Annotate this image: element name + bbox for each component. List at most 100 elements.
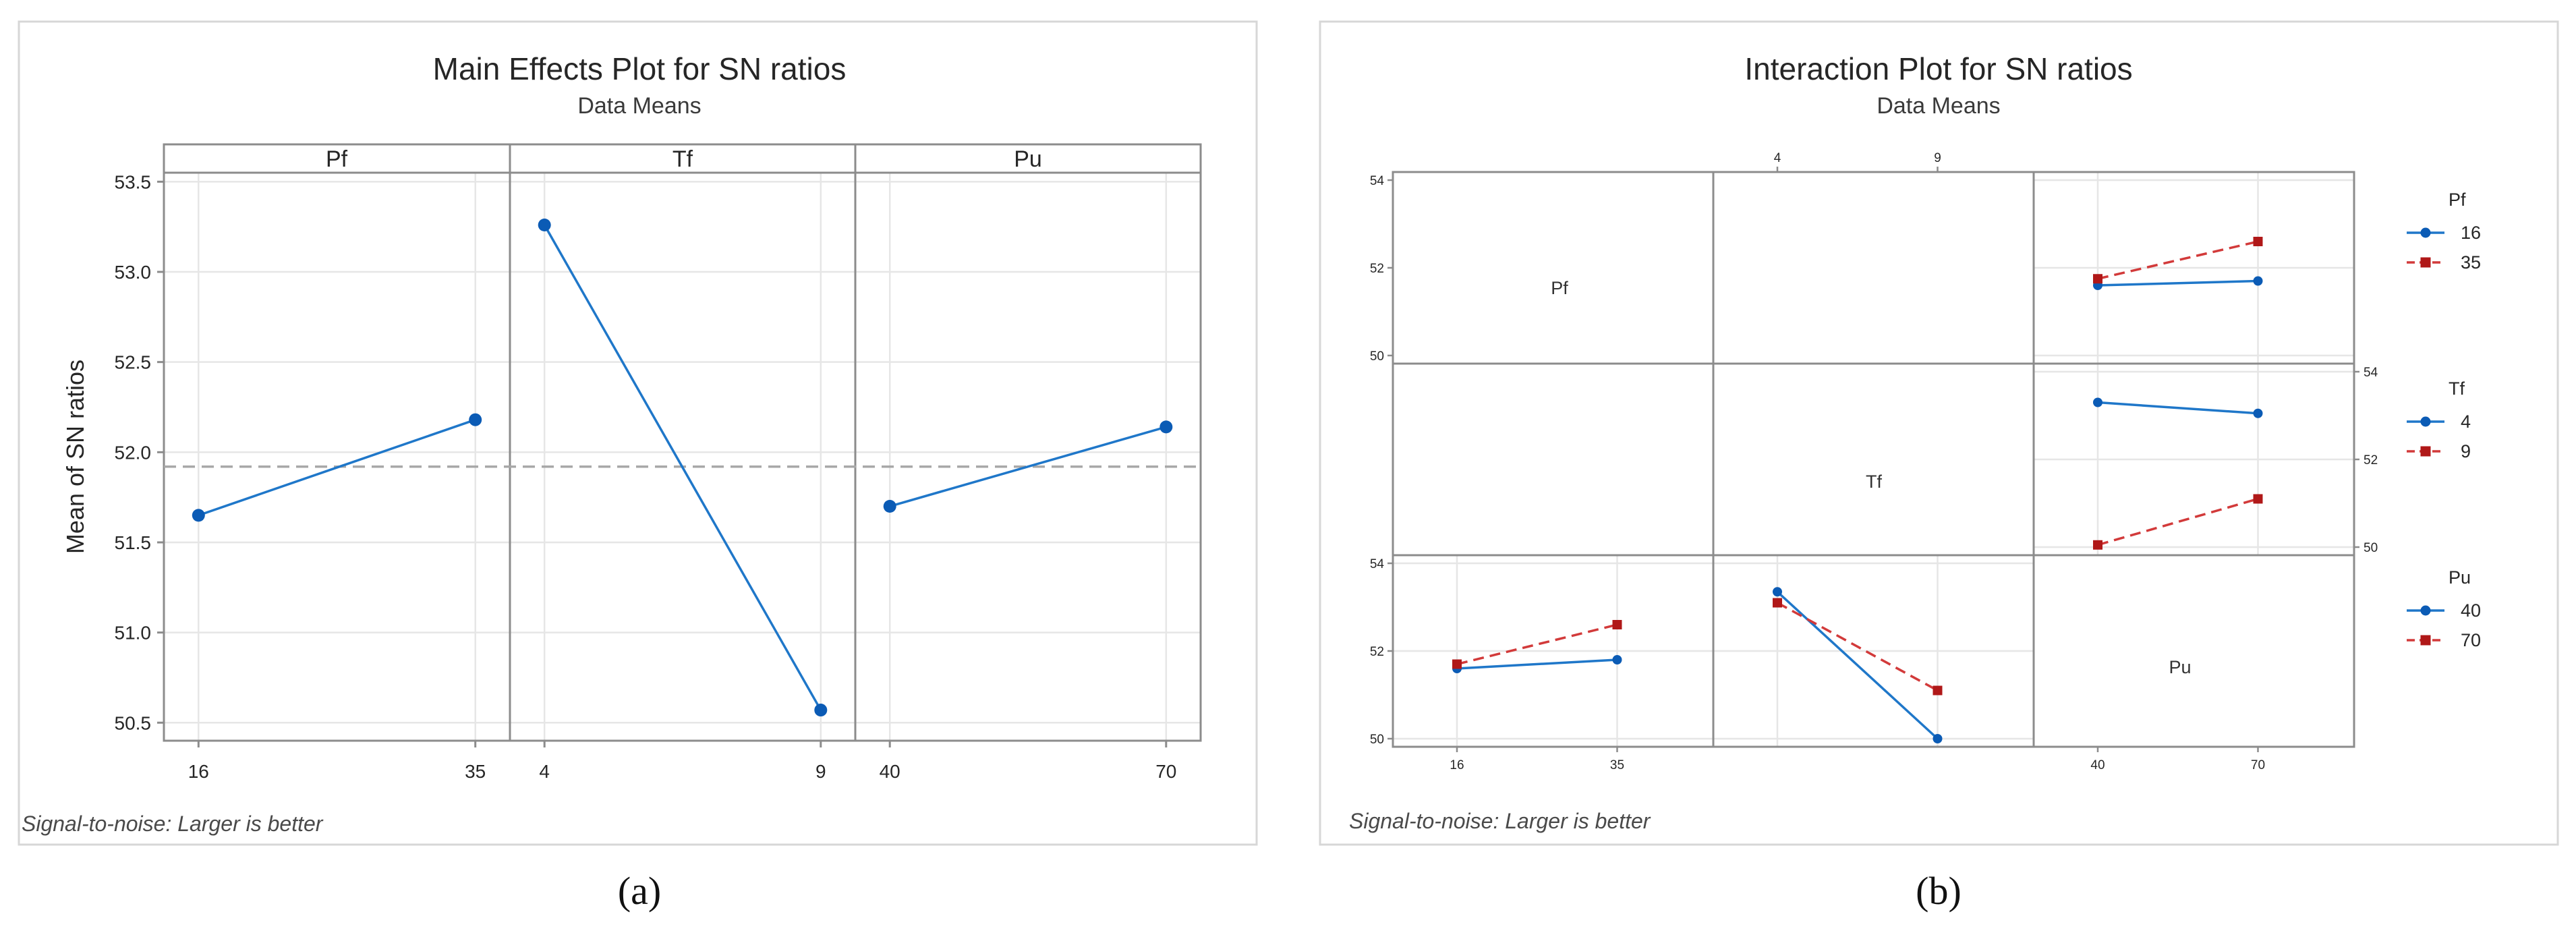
strip-label-pf: Pf [326,146,348,172]
y-tick-label: 54 [1370,557,1385,571]
interaction-pf-vs-pu-35-point [2253,237,2263,246]
y-tick-label: 50 [1370,349,1384,364]
legend-label-tf-9: 9 [2461,441,2471,461]
interaction-pu-vs-tf-40-point [1773,587,1782,597]
interaction-subtitle: Data Means [1877,93,2000,119]
interaction-title: Interaction Plot for SN ratios [1744,51,2132,86]
main-effects-series [192,219,1173,717]
interaction-frame [1319,20,2559,846]
interaction-tf-vs-pu-4-point [2093,397,2102,407]
x-tick-label-tf: 4 [539,761,550,782]
main-effect-point-tf-9 [814,704,828,717]
interaction-pu-vs-tf-70-point [1933,685,1943,696]
x-tick-label-pf: 16 [188,761,209,782]
interaction-pf-vs-pu-35-point [2093,274,2102,284]
main-effect-point-pf-16 [192,509,205,522]
y-tick-label: 52.5 [115,352,152,373]
interaction-pf-vs-pu-16-point [2253,276,2263,286]
main-effect-point-pu-70 [1160,420,1173,434]
interaction-pu-vs-pf-70-point [1612,620,1622,629]
legend-marker-pu-70 [2420,635,2431,646]
x-tick-label-top: 9 [1934,151,1941,165]
y-tick-label: 54 [1370,174,1385,188]
x-tick-label-top: 4 [1774,151,1781,165]
plot-area-pu [854,171,1202,742]
main-effect-line-pf [198,418,476,517]
y-tick-label: 51.5 [115,532,152,553]
interaction-tf-vs-pu-9-point [2253,494,2263,504]
legend-marker-tf-9 [2420,446,2431,457]
strip-label-tf: Tf [672,146,693,172]
x-tick-label-pu: 70 [1155,761,1176,782]
main-effect-line-tf [543,224,822,711]
interaction-footnote: Signal-to-noise: Larger is better [1349,809,1651,833]
x-tick-label-pf: 16 [1450,758,1464,772]
strip-tf [509,143,857,174]
legend-marker-pu-40 [2420,605,2431,616]
interaction-pu-vs-tf-70-point [1773,598,1782,608]
interaction-matrix [1392,171,2355,748]
y-tick-label: 53.0 [115,262,152,283]
legend-label-pf-16: 16 [2461,223,2481,243]
x-tick-label-pf: 35 [1610,758,1624,772]
legend-title-pf: Pf [2449,190,2466,210]
x-tick-label-pu: 40 [880,761,900,782]
caption-a: (a) [618,869,661,913]
main-effects-y-axis: 50.5 51.0 51.5 52.0 52.5 53.0 53.5 [115,171,164,733]
main-effects-title: Main Effects Plot for SN ratios [433,51,847,86]
legend-marker-pf-16 [2420,227,2431,238]
main-effect-point-pf-35 [469,413,482,426]
interaction-pu-vs-pf-40-point [1612,655,1622,664]
main-effect-point-tf-4 [538,219,551,232]
y-tick-label: 53.5 [115,171,152,192]
interaction-pu-vs-tf-40-line [1776,590,1939,740]
interaction-gridlines [1393,172,2354,747]
diagonal-label-pu: Pu [2169,657,2191,677]
y-tick-label: 50.5 [115,712,152,733]
legend-label-pf-35: 35 [2461,252,2481,273]
interaction-pu-vs-pf-70-point [1452,659,1462,669]
interaction-pu-vs-tf-70-line [1777,601,1939,692]
y-tick-label: 54 [2364,366,2378,380]
y-tick-label: 52 [1370,262,1384,276]
interaction-axes: 50 52 54 50 52 54 50 52 54 4 9 16 35 40 70 [1370,151,2378,772]
main-effects-chart: Main Effects Plot for SN ratios Data Mea… [18,20,1258,846]
y-tick-label: 52 [1370,645,1384,659]
x-tick-label-pu: 40 [2090,758,2105,772]
y-tick-label: 52.0 [115,442,152,463]
interaction-series [1452,237,2263,743]
x-tick-label-tf: 9 [815,761,826,782]
interaction-chart: Interaction Plot for SN ratios Data Mean… [1319,20,2559,846]
x-tick-label-pu: 70 [2251,758,2265,772]
interaction-pu-vs-pf-40-line [1456,658,1618,670]
interaction-pu-vs-tf-40-point [1933,734,1943,743]
y-tick-label: 50 [2364,541,2378,555]
legend-title-pu: Pu [2449,567,2471,588]
legend-label-pu-70: 70 [2461,630,2481,650]
legend-label-pu-40: 40 [2461,600,2481,621]
interaction-pf-vs-pu-16-line [2097,279,2258,287]
main-effects-footnote: Signal-to-noise: Larger is better [22,812,324,836]
strip-label-pu: Pu [1014,146,1042,172]
main-effects-x-axis: 16 35 4 9 40 70 [188,741,1176,782]
interaction-tf-vs-pu-9-point [2093,540,2102,550]
y-tick-label: 50 [1370,733,1384,747]
diagonal-label-pf: Pf [1551,278,1568,298]
interaction-tf-vs-pu-4-point [2253,408,2263,418]
interaction-tf-vs-pu-9-line [2097,497,2258,546]
main-effect-point-pu-40 [883,500,896,513]
main-effect-line-pu [889,426,1167,508]
interaction-legends: Pf 16 35 Tf 4 9 Pu 40 70 [2407,190,2481,650]
main-effects-y-axis-label: Mean of SN ratios [61,360,89,554]
legend-marker-pf-35 [2420,257,2431,268]
interaction-tf-vs-pu-4-line [2097,401,2258,415]
legend-marker-tf-4 [2420,416,2431,427]
legend-title-tf: Tf [2449,378,2465,399]
caption-b: (b) [1916,869,1962,913]
main-effects-subtitle: Data Means [577,93,701,119]
legend-label-tf-4: 4 [2461,412,2471,432]
diagonal-label-tf: Tf [1866,472,1882,492]
cell-pu-label [2032,554,2355,748]
x-tick-label-pf: 35 [465,761,486,782]
